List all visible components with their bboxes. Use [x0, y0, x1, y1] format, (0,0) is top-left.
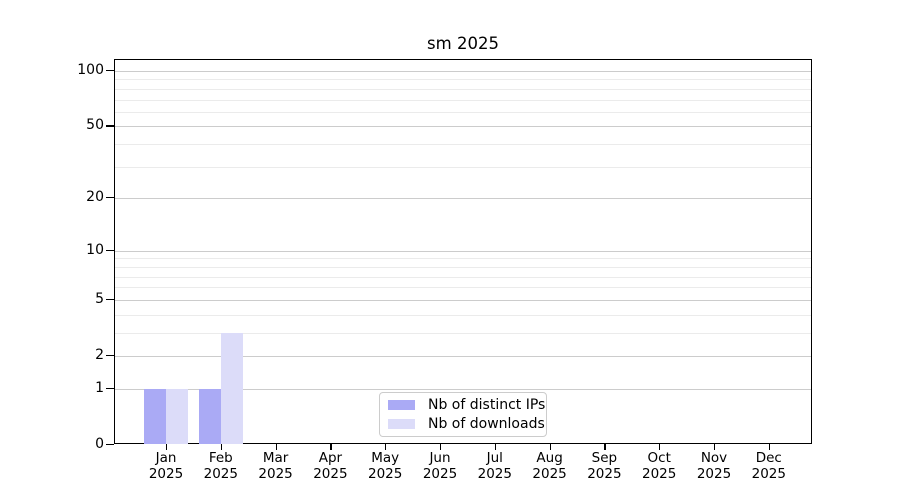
y-tick-label-2: 2	[95, 347, 104, 363]
x-tick-label-feb: Feb 2025	[203, 450, 238, 482]
minor-gridline-80	[115, 88, 811, 90]
x-tick-label-nov: Nov 2025	[696, 450, 732, 482]
x-tick-label-mar: Mar 2025	[258, 450, 293, 482]
legend-item-downloads: Nb of downloads	[388, 417, 546, 431]
minor-gridline-8	[115, 266, 811, 268]
x-tick-label-apr: Apr 2025	[313, 450, 348, 482]
x-tick-mark-oct	[659, 444, 661, 450]
x-tick-mark-may	[385, 444, 387, 450]
x-tick-mark-aug	[549, 444, 551, 450]
minor-gridline-60	[115, 111, 811, 113]
plot-area: Nb of distinct IPs Nb of downloads	[114, 59, 812, 444]
x-tick-mark-mar	[275, 444, 277, 450]
y-tick-mark-50	[106, 125, 114, 127]
y-tick-label-50: 50	[86, 117, 104, 134]
minor-gridline-3	[115, 332, 811, 334]
y-tick-label-10: 10	[86, 241, 104, 258]
x-tick-mark-jan	[166, 444, 168, 450]
bar-downloads-jan	[166, 388, 188, 444]
x-tick-label-jun: Jun 2025	[422, 450, 458, 482]
x-tick-label-may: May 2025	[368, 450, 403, 482]
x-tick-label-jan: Jan 2025	[148, 450, 184, 482]
minor-gridline-4	[115, 314, 811, 316]
minor-gridline-30	[115, 166, 811, 168]
x-tick-mark-sep	[604, 444, 606, 450]
minor-gridline-7	[115, 276, 811, 278]
x-tick-label-oct: Oct 2025	[642, 450, 677, 482]
bar-distinct-ips-feb	[198, 388, 221, 444]
y-tick-mark-2	[106, 355, 114, 357]
legend-item-distinct-ips: Nb of distinct IPs	[388, 398, 546, 412]
minor-gridline-70	[115, 99, 811, 101]
x-tick-mark-feb	[220, 444, 223, 450]
legend: Nb of distinct IPs Nb of downloads	[379, 392, 547, 437]
minor-gridline-90	[115, 79, 811, 81]
bar-downloads-feb	[220, 332, 243, 444]
y-tick-label-100: 100	[77, 61, 104, 78]
x-tick-label-jul: Jul 2025	[477, 450, 512, 482]
legend-swatch-downloads	[388, 419, 415, 429]
y-tick-mark-0	[106, 444, 114, 446]
y-tick-label-1: 1	[95, 379, 104, 396]
x-tick-mark-dec	[768, 444, 771, 450]
minor-gridline-40	[115, 144, 811, 145]
y-tick-mark-100	[106, 69, 114, 72]
y-tick-mark-10	[106, 249, 114, 251]
y-tick-mark-5	[106, 298, 114, 301]
major-gridline-10	[115, 250, 811, 252]
major-gridline-1	[115, 388, 811, 390]
x-tick-mark-jun	[440, 444, 442, 450]
x-tick-label-sep: Sep 2025	[587, 450, 622, 482]
minor-gridline-9	[115, 258, 811, 260]
bar-distinct-ips-jan	[144, 388, 166, 444]
major-gridline-5	[115, 299, 811, 301]
minor-gridline-6	[115, 287, 811, 289]
legend-swatch-distinct-ips	[388, 400, 415, 410]
x-tick-mark-apr	[330, 444, 332, 450]
major-gridline-100	[115, 70, 811, 72]
y-tick-mark-20	[106, 197, 114, 199]
major-gridline-2	[115, 356, 811, 357]
x-tick-mark-nov	[714, 444, 716, 450]
major-gridline-50	[115, 126, 811, 128]
x-tick-label-aug: Aug 2025	[532, 450, 567, 482]
x-tick-mark-jul	[494, 444, 497, 450]
legend-label-distinct-ips: Nb of distinct IPs	[428, 397, 546, 413]
y-tick-mark-1	[106, 387, 114, 390]
chart-title: sm 2025	[427, 34, 499, 53]
y-tick-label-5: 5	[95, 290, 104, 307]
y-tick-label-20: 20	[86, 189, 104, 206]
major-gridline-20	[115, 198, 811, 200]
legend-label-downloads: Nb of downloads	[428, 416, 545, 432]
y-tick-label-0: 0	[95, 436, 104, 452]
x-tick-label-dec: Dec 2025	[751, 450, 786, 482]
